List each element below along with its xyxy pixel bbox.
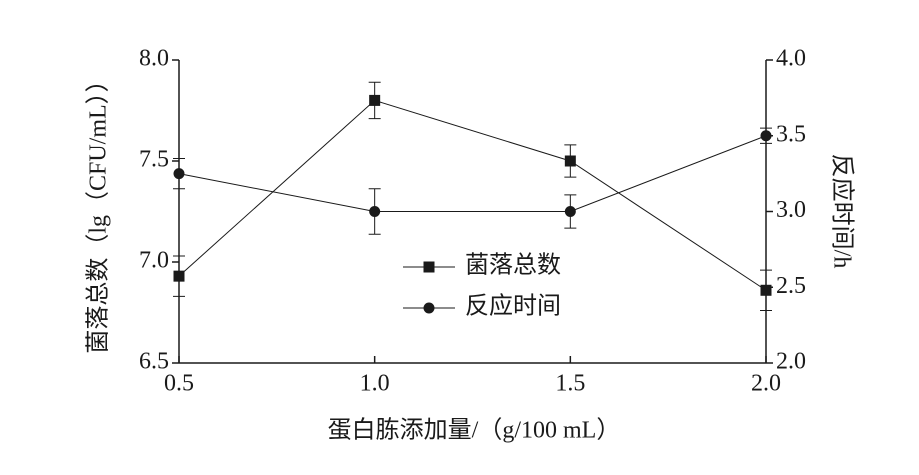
marker [369, 206, 381, 217]
y2-axis-label: 反应时间/h [828, 154, 855, 269]
y-axis-label: 菌落总数（lg（CFU/mL）） [85, 68, 112, 353]
marker [369, 94, 381, 106]
y2-tick-label: 3.0 [776, 197, 806, 223]
marker [423, 302, 435, 314]
x-tick-label: 0.5 [164, 371, 194, 397]
marker [423, 261, 435, 273]
marker [564, 155, 576, 167]
marker [173, 168, 185, 180]
marker [760, 130, 772, 142]
x-tick-label: 1.0 [360, 371, 390, 397]
x-tick-label: 1.5 [555, 371, 585, 397]
y2-tick-label: 2.5 [776, 273, 806, 299]
y-tick-label: 6.5 [139, 349, 169, 375]
y2-tick-label: 3.5 [776, 121, 806, 147]
legend-label: 反应时间 [465, 293, 561, 320]
legend-label: 菌落总数 [465, 252, 561, 279]
series-line [178, 99, 767, 291]
y-tick-label: 8.0 [139, 46, 169, 72]
y-tick-label: 7.0 [139, 248, 169, 274]
marker [564, 206, 576, 217]
y-tick-label: 7.5 [139, 147, 169, 173]
x-axis-label: 蛋白胨添加量/（g/100 mL） [328, 417, 621, 444]
marker [760, 284, 772, 296]
x-tick-label: 2.0 [751, 371, 781, 397]
y2-tick-label: 2.0 [776, 349, 806, 375]
marker [173, 270, 185, 282]
series-line [178, 135, 767, 212]
y2-tick-label: 4.0 [776, 46, 806, 72]
